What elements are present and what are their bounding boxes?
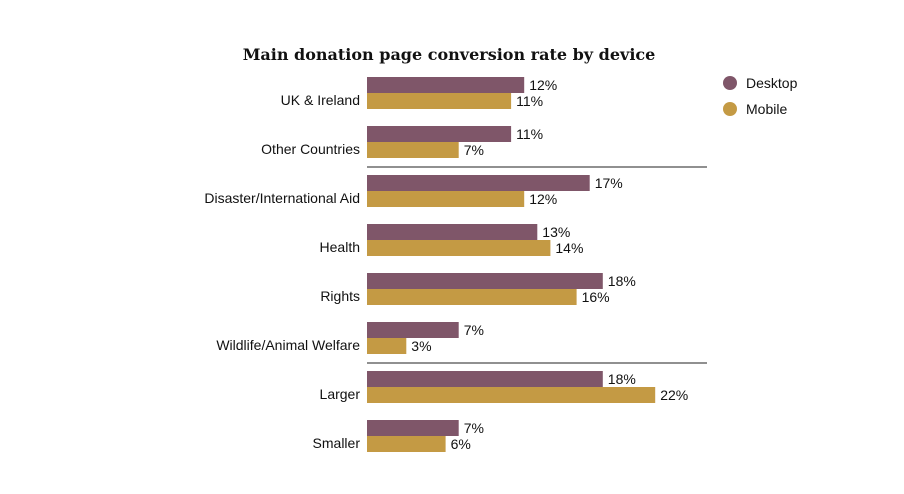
category-labels: UK & Ireland Other Countries Disaster/Inte…: [204, 92, 360, 451]
bar-desktop-other-countries: [367, 126, 512, 142]
value-label-mobile-uk-ireland: 11%: [516, 93, 543, 109]
bar-desktop-disaster-international-aid: [367, 175, 590, 191]
value-label-mobile-wildlife-animal-welfare: 3%: [411, 338, 431, 354]
legend: Desktop Mobile: [723, 75, 798, 117]
group-separators: [367, 166, 707, 364]
bar-mobile-uk-ireland: [367, 93, 512, 109]
bar-mobile-other-countries: [367, 142, 459, 158]
category-label-health: Health: [320, 239, 360, 255]
category-label-larger: Larger: [320, 386, 361, 402]
category-label-other-countries: Other Countries: [261, 141, 360, 157]
value-label-desktop-larger: 18%: [608, 371, 636, 387]
category-label-uk-ireland: UK & Ireland: [281, 92, 360, 108]
category-label-wildlife-animal-welfare: Wildlife/Animal Welfare: [216, 337, 360, 353]
legend-desktop-label: Desktop: [746, 75, 798, 91]
value-label-desktop-wildlife-animal-welfare: 7%: [464, 322, 484, 338]
category-label-disaster-international-aid: Disaster/International Aid: [204, 190, 360, 206]
chart-title: Main donation page conversion rate by de…: [243, 45, 656, 64]
value-label-desktop-other-countries: 11%: [516, 126, 543, 142]
value-label-mobile-disaster-international-aid: 12%: [529, 191, 557, 207]
legend-desktop-marker: [723, 76, 737, 90]
value-label-desktop-rights: 18%: [608, 273, 636, 289]
bar-mobile-smaller: [367, 436, 446, 452]
bar-mobile-disaster-international-aid: [367, 191, 525, 207]
value-label-desktop-uk-ireland: 12%: [529, 77, 557, 93]
bar-desktop-health: [367, 224, 538, 240]
value-label-mobile-smaller: 6%: [451, 436, 471, 452]
value-label-desktop-health: 13%: [542, 224, 570, 240]
bar-desktop-uk-ireland: [367, 77, 525, 93]
bar-desktop-wildlife-animal-welfare: [367, 322, 459, 338]
bar-mobile-larger: [367, 387, 656, 403]
value-label-mobile-other-countries: 7%: [464, 142, 484, 158]
legend-mobile-label: Mobile: [746, 101, 787, 117]
value-label-desktop-disaster-international-aid: 17%: [595, 175, 623, 191]
value-label-mobile-larger: 22%: [660, 387, 688, 403]
value-label-mobile-health: 14%: [555, 240, 583, 256]
bar-mobile-wildlife-animal-welfare: [367, 338, 407, 354]
legend-mobile-marker: [723, 102, 737, 116]
bars: 12%11%11%7%17%12%13%14%18%16%7%3%18%22%7…: [367, 77, 688, 452]
bar-desktop-smaller: [367, 420, 459, 436]
category-label-rights: Rights: [320, 288, 360, 304]
value-label-mobile-rights: 16%: [582, 289, 610, 305]
value-label-desktop-smaller: 7%: [464, 420, 484, 436]
bar-mobile-health: [367, 240, 551, 256]
category-label-smaller: Smaller: [313, 435, 361, 451]
bar-desktop-rights: [367, 273, 603, 289]
bar-mobile-rights: [367, 289, 577, 305]
bar-desktop-larger: [367, 371, 603, 387]
